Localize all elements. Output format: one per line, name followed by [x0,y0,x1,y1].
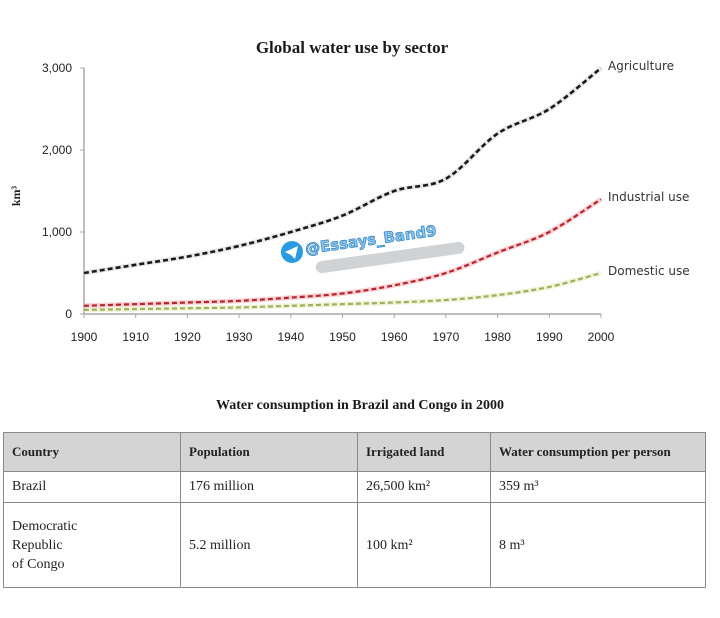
x-tick-label: 1980 [484,330,511,344]
y-axis-label: km³ [9,185,23,206]
y-tick-label: 0 [65,307,72,321]
line-chart: Global water use by sector km³ 0 1,000 2,0… [9,38,690,344]
header-country: Country [3,432,181,472]
cell-country: Brazil [3,471,181,503]
x-tick-label: 1920 [174,330,201,344]
watermark: @Essays_Band9 [281,221,465,274]
table-title: Water consumption in Brazil and Congo in… [216,398,504,413]
x-tick-label: 1990 [536,330,563,344]
cell-water-consumption: 359 m³ [490,471,706,503]
cell-country: Democratic Republic of Congo [3,502,181,588]
y-tick-label: 2,000 [42,143,72,157]
cell-irrigated-land: 26,500 km² [357,471,491,503]
series-label-industrial-use: Industrial use [608,190,689,204]
series-agriculture-line [83,66,602,275]
chart-title: Global water use by sector [256,38,449,57]
axes: 0 1,000 2,000 3,000 1900 1910 1920 1930 1940 1950… [42,61,615,344]
series-label-agriculture: Agriculture [608,59,674,73]
header-water-consumption: Water consumption per person [490,432,706,472]
header-irrigated-land: Irrigated land [357,432,491,472]
cell-population: 176 million [180,471,358,503]
x-tick-label: 1910 [122,330,149,344]
x-tick-label: 1900 [71,330,98,344]
x-tick-label: 1970 [433,330,460,344]
y-tick-label: 1,000 [42,225,72,239]
cell-irrigated-land: 100 km² [357,502,491,588]
watermark-shadow [315,241,465,274]
x-tick-label: 2000 [588,330,615,344]
water-consumption-table: Country Population Irrigated land Water … [3,432,706,588]
y-tick-label: 3,000 [42,61,72,75]
x-tick-label: 1940 [277,330,304,344]
x-tick-label: 1960 [381,330,408,344]
table-row: Brazil 176 million 26,500 km² 359 m³ [3,471,706,503]
header-population: Population [180,432,358,472]
table-row: Democratic Republic of Congo 5.2 million 1… [3,502,706,588]
series-group: Agriculture Industrial use Domestic use [83,59,690,313]
series-label-domestic-use: Domestic use [608,264,690,278]
cell-water-consumption: 8 m³ [490,502,706,588]
x-tick-label: 1950 [329,330,356,344]
telegram-icon-plane [285,246,298,259]
x-tick-label: 1930 [226,330,253,344]
cell-population: 5.2 million [180,502,358,588]
table-header-row: Country Population Irrigated land Water … [3,432,706,472]
